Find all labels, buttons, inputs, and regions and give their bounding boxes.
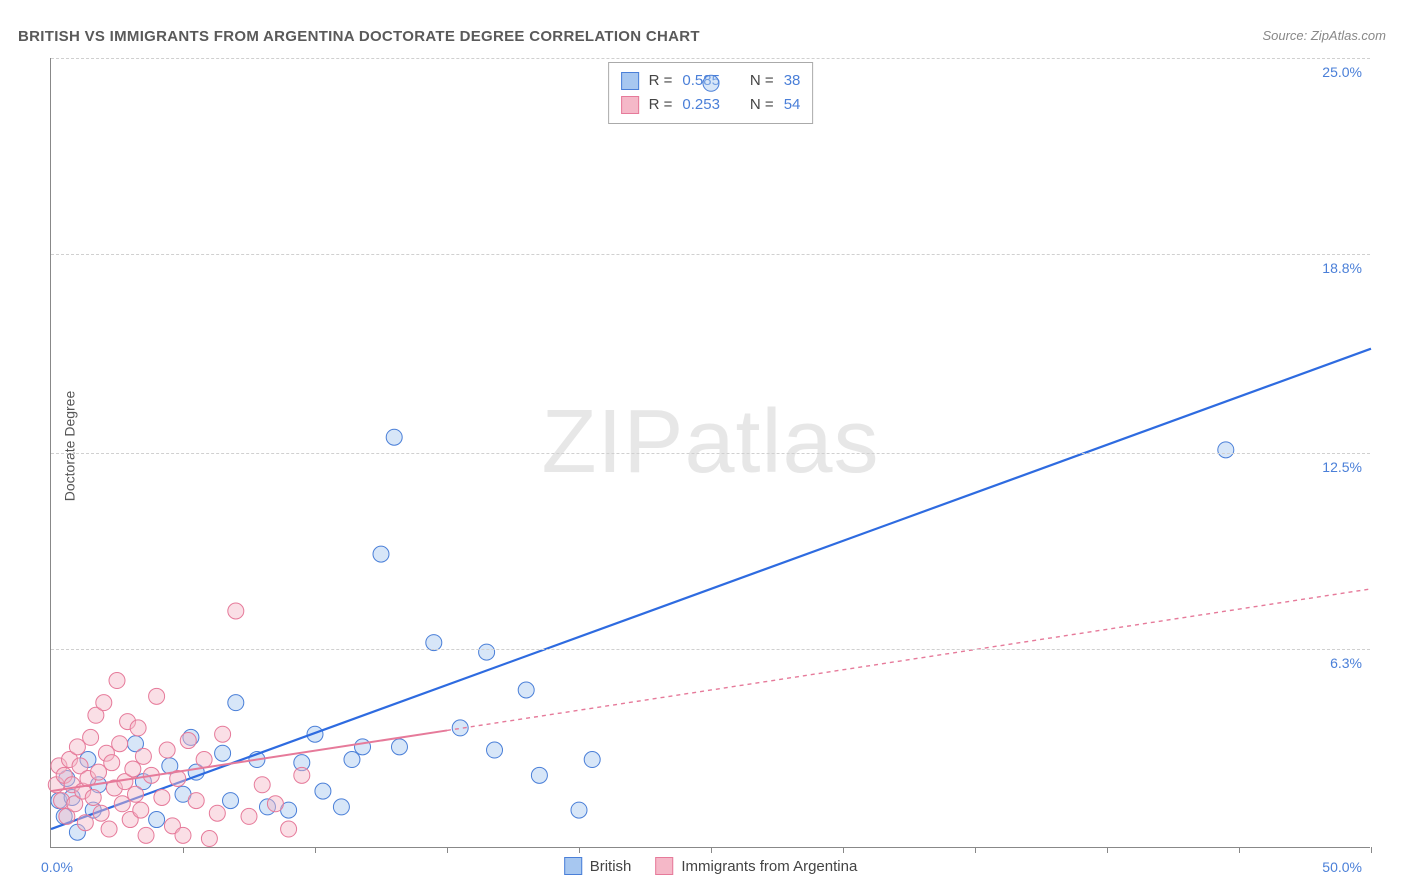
data-point	[333, 799, 349, 815]
legend-item-argentina: Immigrants from Argentina	[655, 857, 857, 875]
data-point	[91, 764, 107, 780]
data-point	[130, 720, 146, 736]
data-point	[703, 75, 719, 91]
data-point	[85, 789, 101, 805]
gridline	[51, 58, 1370, 59]
data-point	[83, 729, 99, 745]
source-label: Source:	[1262, 28, 1310, 43]
x-tick	[1239, 847, 1240, 853]
data-point	[254, 777, 270, 793]
data-point	[518, 682, 534, 698]
gridline	[51, 254, 1370, 255]
data-point	[127, 786, 143, 802]
x-tick	[711, 847, 712, 853]
legend-swatch-british	[564, 857, 582, 875]
y-tick-label: 18.8%	[1322, 260, 1362, 276]
y-tick-label: 25.0%	[1322, 64, 1362, 80]
data-point	[584, 752, 600, 768]
data-point	[69, 739, 85, 755]
trend-line	[51, 349, 1371, 829]
gridline	[51, 453, 1370, 454]
legend-label-argentina: Immigrants from Argentina	[681, 858, 857, 875]
data-point	[77, 815, 93, 831]
x-tick	[315, 847, 316, 853]
data-point	[138, 827, 154, 843]
data-point	[196, 752, 212, 768]
data-point	[180, 733, 196, 749]
data-point	[215, 745, 231, 761]
x-origin-label: 0.0%	[41, 859, 73, 875]
data-point	[223, 793, 239, 809]
x-tick	[447, 847, 448, 853]
data-point	[175, 827, 191, 843]
y-tick-label: 6.3%	[1330, 655, 1362, 671]
x-tick	[843, 847, 844, 853]
data-point	[228, 603, 244, 619]
data-point	[531, 767, 547, 783]
source-name: ZipAtlas.com	[1311, 28, 1386, 43]
x-tick	[1371, 847, 1372, 853]
data-point	[315, 783, 331, 799]
data-point	[355, 739, 371, 755]
data-point	[149, 688, 165, 704]
data-point	[114, 796, 130, 812]
data-point	[267, 796, 283, 812]
x-tick	[975, 847, 976, 853]
x-max-label: 50.0%	[1322, 859, 1362, 875]
legend-swatch-argentina	[655, 857, 673, 875]
legend-label-british: British	[590, 858, 632, 875]
data-point	[109, 673, 125, 689]
data-point	[391, 739, 407, 755]
gridline	[51, 649, 1370, 650]
legend-item-british: British	[564, 857, 632, 875]
data-point	[154, 789, 170, 805]
data-point	[96, 695, 112, 711]
data-point	[93, 805, 109, 821]
y-tick-label: 12.5%	[1322, 459, 1362, 475]
data-point	[209, 805, 225, 821]
x-tick	[1107, 847, 1108, 853]
data-point	[133, 802, 149, 818]
data-point	[159, 742, 175, 758]
data-point	[1218, 442, 1234, 458]
chart-title: BRITISH VS IMMIGRANTS FROM ARGENTINA DOC…	[18, 28, 700, 45]
data-point	[241, 808, 257, 824]
data-point	[294, 767, 310, 783]
data-point	[487, 742, 503, 758]
trend-line-extrapolated	[447, 589, 1371, 731]
data-point	[344, 752, 360, 768]
plot-area: ZIPatlas R = 0.585 N = 38 R = 0.253 N = …	[50, 58, 1370, 848]
data-point	[101, 821, 117, 837]
data-point	[215, 726, 231, 742]
source-attribution: Source: ZipAtlas.com	[1262, 28, 1386, 43]
series-legend: British Immigrants from Argentina	[564, 857, 858, 875]
data-point	[386, 429, 402, 445]
data-point	[479, 644, 495, 660]
data-point	[149, 812, 165, 828]
data-point	[125, 761, 141, 777]
data-point	[201, 831, 217, 847]
data-point	[281, 821, 297, 837]
data-point	[104, 755, 120, 771]
x-tick	[579, 847, 580, 853]
x-tick	[183, 847, 184, 853]
data-point	[571, 802, 587, 818]
data-point	[188, 793, 204, 809]
data-point	[112, 736, 128, 752]
data-point	[228, 695, 244, 711]
data-point	[373, 546, 389, 562]
data-point	[135, 748, 151, 764]
